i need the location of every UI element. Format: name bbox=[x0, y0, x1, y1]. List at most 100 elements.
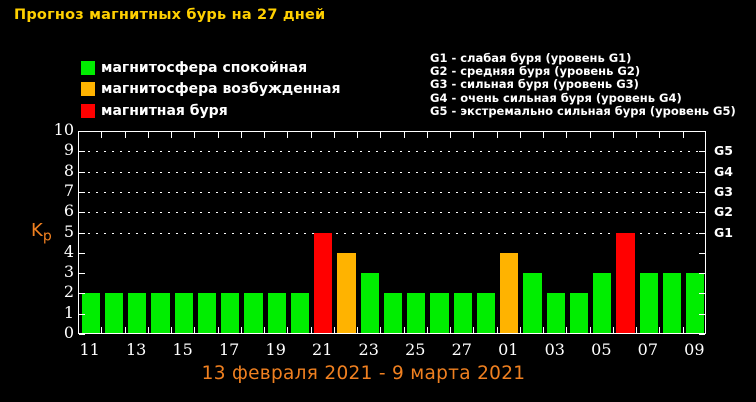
x-tick-top-23 bbox=[612, 132, 614, 138]
x-tick-bottom-25 bbox=[659, 327, 661, 333]
y-axis-label-7: 7 bbox=[63, 180, 74, 200]
y-tick-left-2 bbox=[79, 293, 85, 295]
x-tick-bottom-3 bbox=[147, 327, 149, 333]
x-tick-bottom-12 bbox=[357, 327, 359, 333]
x-axis-label-01: 01 bbox=[498, 340, 519, 359]
x-axis-label-17: 17 bbox=[218, 340, 240, 359]
g-scale-legend: G1 - слабая буря (уровень G1) G2 - средн… bbox=[430, 51, 736, 118]
x-tick-bottom-5 bbox=[194, 327, 196, 333]
x-tick-bottom-18 bbox=[496, 327, 498, 333]
gridline-kp9 bbox=[80, 151, 704, 153]
y-tick-left-8 bbox=[79, 171, 85, 173]
x-tick-bottom-23 bbox=[612, 327, 614, 333]
right-axis-label-g2: G2 bbox=[714, 204, 733, 220]
x-tick-bottom-17 bbox=[473, 327, 475, 333]
kp-bar-03 bbox=[546, 293, 565, 333]
x-tick-top-22 bbox=[589, 132, 591, 138]
x-axis-label-25: 25 bbox=[405, 340, 426, 359]
y-tick-right-7 bbox=[699, 191, 705, 193]
x-tick-top-18 bbox=[496, 132, 498, 138]
g-scale-line-g5: G5 - экстремально сильная буря (уровень … bbox=[430, 103, 736, 118]
x-axis-label-27: 27 bbox=[451, 340, 472, 359]
quiet-color-swatch bbox=[81, 60, 95, 75]
bar-color-legend: магнитосфера спокойная магнитосфера возб… bbox=[81, 57, 340, 122]
y-axis-label-5: 5 bbox=[63, 221, 74, 241]
x-tick-top-25 bbox=[659, 132, 661, 138]
kp-bar-26 bbox=[430, 293, 449, 333]
x-tick-top-8 bbox=[264, 132, 266, 138]
x-tick-bottom-21 bbox=[566, 327, 568, 333]
kp-bar-17 bbox=[221, 293, 240, 333]
y-tick-right-4 bbox=[699, 252, 705, 254]
kp-bar-24 bbox=[383, 293, 403, 333]
x-tick-bottom-6 bbox=[217, 327, 219, 333]
x-tick-top-6 bbox=[217, 132, 219, 138]
x-axis-label-19: 19 bbox=[265, 340, 286, 359]
x-axis-label-05: 05 bbox=[591, 340, 612, 359]
x-tick-top-20 bbox=[543, 132, 545, 138]
x-tick-bottom-20 bbox=[543, 327, 545, 333]
legend-item-label: магнитная буря bbox=[101, 102, 228, 119]
y-tick-left-1 bbox=[79, 313, 85, 315]
x-axis-label-09: 09 bbox=[684, 340, 705, 359]
y-tick-right-3 bbox=[699, 273, 705, 275]
x-tick-top-10 bbox=[310, 132, 312, 138]
x-tick-top-24 bbox=[636, 132, 638, 138]
gridline-kp5 bbox=[80, 232, 704, 234]
kp-bar-02 bbox=[523, 273, 542, 333]
y-axis-label-3: 3 bbox=[63, 262, 74, 282]
gridline-kp8 bbox=[80, 171, 704, 173]
y-axis-label-2: 2 bbox=[63, 282, 74, 302]
kp-bar-15 bbox=[174, 293, 193, 333]
x-axis-label-11: 11 bbox=[79, 340, 100, 359]
gridline-kp6 bbox=[80, 212, 704, 214]
x-axis-label-21: 21 bbox=[312, 340, 333, 359]
x-tick-top-21 bbox=[566, 132, 568, 138]
x-tick-top-5 bbox=[194, 132, 196, 138]
excited-color-swatch bbox=[81, 82, 95, 97]
kp-bar-23 bbox=[360, 273, 379, 333]
y-tick-left-10 bbox=[79, 131, 85, 132]
x-tick-bottom-9 bbox=[287, 327, 289, 333]
y-tick-left-3 bbox=[79, 273, 85, 275]
y-axis-label-6: 6 bbox=[63, 201, 74, 221]
x-tick-top-16 bbox=[450, 132, 452, 138]
kp-bar-04 bbox=[569, 293, 589, 333]
x-tick-bottom-19 bbox=[519, 327, 521, 333]
x-axis-label-13: 13 bbox=[125, 340, 147, 359]
y-tick-left-5 bbox=[79, 232, 85, 234]
date-range-subtitle: 13 февраля 2021 - 9 марта 2021 bbox=[201, 363, 526, 384]
y-tick-left-6 bbox=[79, 212, 85, 214]
legend-item-excited: магнитосфера возбужденная bbox=[81, 79, 340, 101]
x-tick-bottom-8 bbox=[264, 327, 266, 333]
x-tick-top-19 bbox=[519, 132, 521, 138]
y-axis-label-1: 1 bbox=[63, 302, 74, 322]
y-axis-label-9: 9 bbox=[63, 140, 74, 160]
x-tick-top-2 bbox=[124, 132, 126, 138]
kp-bar-25 bbox=[407, 293, 426, 333]
y-tick-right-6 bbox=[699, 212, 705, 214]
legend-item-label: магнитосфера спокойная bbox=[101, 59, 308, 76]
kp-bar-08 bbox=[662, 273, 682, 333]
x-tick-bottom-7 bbox=[240, 327, 242, 333]
gridline-kp7 bbox=[80, 191, 704, 193]
kp-bar-07 bbox=[639, 273, 658, 333]
g-scale-line-g1: G1 - слабая буря (уровень G1) bbox=[430, 51, 632, 65]
y-tick-left-9 bbox=[79, 151, 85, 153]
storm-color-swatch bbox=[81, 103, 95, 118]
chart-title: Прогноз магнитных бурь на 27 дней bbox=[14, 7, 326, 23]
x-tick-top-26 bbox=[682, 132, 684, 138]
kp-bar-13 bbox=[128, 293, 147, 333]
x-tick-bottom-1 bbox=[101, 327, 103, 333]
x-tick-bottom-14 bbox=[403, 327, 405, 333]
x-tick-bottom-4 bbox=[171, 327, 173, 333]
x-tick-top-7 bbox=[240, 132, 242, 138]
y-axis-label-10: 10 bbox=[53, 120, 74, 139]
y-tick-right-10 bbox=[699, 131, 705, 132]
right-axis-label-g1: G1 bbox=[714, 224, 733, 240]
kp-bar-14 bbox=[151, 293, 170, 333]
y-axis-label-0: 0 bbox=[63, 323, 74, 342]
x-tick-top-13 bbox=[380, 132, 382, 138]
x-tick-top-4 bbox=[171, 132, 173, 138]
